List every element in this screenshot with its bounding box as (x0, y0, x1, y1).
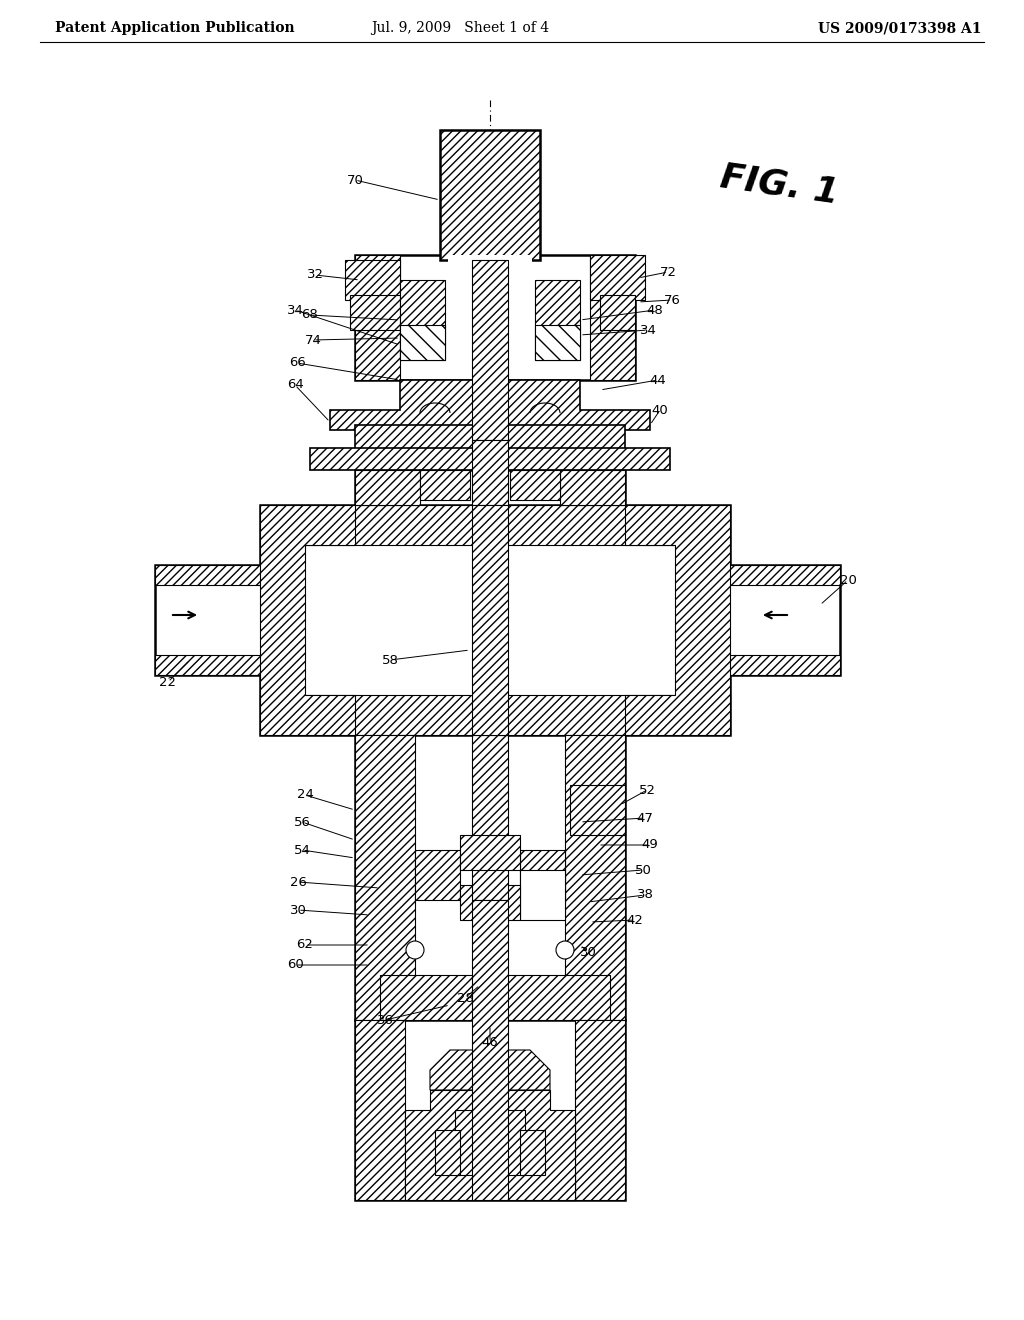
Bar (449, 255, 532, 265)
Text: 50: 50 (635, 863, 651, 876)
Text: Jul. 9, 2009   Sheet 1 of 4: Jul. 9, 2009 Sheet 1 of 4 (371, 21, 549, 36)
Bar (472, 260, 508, 440)
Text: 48: 48 (646, 304, 664, 317)
Text: US 2009/0173398 A1: US 2009/0173398 A1 (818, 21, 982, 36)
Bar (600, 294, 635, 330)
Text: 38: 38 (637, 888, 653, 902)
Polygon shape (260, 506, 355, 735)
Text: 34: 34 (640, 323, 656, 337)
Bar (380, 975, 610, 1020)
Text: 30: 30 (290, 903, 306, 916)
Text: 72: 72 (659, 265, 677, 279)
Text: 49: 49 (642, 838, 658, 851)
Text: 28: 28 (457, 991, 473, 1005)
Bar (355, 470, 420, 506)
Text: 70: 70 (346, 173, 364, 186)
Bar (406, 1175, 575, 1200)
Bar (710, 655, 840, 675)
Bar (565, 735, 625, 1020)
Bar (520, 1130, 545, 1175)
Text: 68: 68 (302, 309, 318, 322)
Bar (510, 470, 560, 500)
Text: 52: 52 (639, 784, 655, 796)
Circle shape (406, 941, 424, 960)
Text: 34: 34 (287, 304, 303, 317)
Bar (455, 1110, 525, 1175)
Text: 20: 20 (840, 573, 856, 586)
Text: 22: 22 (160, 676, 176, 689)
Text: 40: 40 (651, 404, 669, 417)
Text: 42: 42 (627, 913, 643, 927)
Polygon shape (625, 506, 730, 735)
Text: 56: 56 (294, 816, 310, 829)
Bar (472, 900, 508, 1200)
Polygon shape (430, 1049, 550, 1090)
Bar (355, 255, 400, 380)
Bar (355, 735, 625, 1020)
Text: 62: 62 (297, 939, 313, 952)
Circle shape (556, 941, 574, 960)
Polygon shape (490, 380, 650, 430)
Bar (710, 565, 840, 585)
Text: 24: 24 (297, 788, 313, 801)
Bar (520, 850, 565, 900)
Text: 47: 47 (637, 812, 653, 825)
Bar (155, 565, 270, 675)
Text: 60: 60 (287, 958, 303, 972)
Bar (355, 1020, 406, 1200)
Bar (260, 506, 730, 545)
Text: 76: 76 (664, 293, 680, 306)
Text: FIG. 1: FIG. 1 (719, 160, 842, 210)
Bar (400, 280, 445, 360)
Bar (355, 255, 635, 380)
Bar (472, 506, 508, 735)
Bar (400, 325, 445, 360)
Bar (350, 294, 400, 330)
Text: 32: 32 (306, 268, 324, 281)
Bar (520, 870, 565, 920)
Bar (460, 836, 520, 870)
Text: 46: 46 (481, 1035, 499, 1048)
Bar (575, 1020, 625, 1200)
Text: 26: 26 (290, 875, 306, 888)
Bar (310, 447, 670, 470)
Bar (155, 565, 270, 585)
Bar (355, 425, 625, 450)
Bar (535, 280, 580, 360)
Text: 36: 36 (377, 1014, 393, 1027)
Bar (260, 696, 730, 735)
Bar (472, 440, 508, 506)
Polygon shape (406, 1090, 575, 1200)
Bar (420, 470, 470, 500)
Text: Patent Application Publication: Patent Application Publication (55, 21, 295, 36)
Bar (355, 735, 415, 1020)
Bar (570, 785, 625, 836)
Bar (355, 1020, 625, 1200)
Text: 30: 30 (580, 945, 596, 958)
Text: 64: 64 (287, 379, 303, 392)
Bar (345, 260, 400, 300)
Text: 74: 74 (304, 334, 322, 346)
Bar (710, 565, 840, 675)
Bar (590, 255, 645, 300)
Bar (440, 129, 540, 260)
Bar (472, 735, 508, 900)
Text: 44: 44 (649, 374, 667, 387)
Text: 58: 58 (382, 653, 398, 667)
Bar (415, 850, 460, 900)
Bar (460, 884, 520, 920)
Bar (535, 325, 580, 360)
Text: 66: 66 (289, 356, 305, 370)
Polygon shape (330, 380, 490, 430)
Bar (355, 470, 625, 506)
Bar (560, 470, 625, 506)
Bar (590, 255, 635, 380)
Bar (260, 506, 730, 735)
Bar (435, 1130, 460, 1175)
Bar (155, 655, 270, 675)
Text: 54: 54 (294, 843, 310, 857)
